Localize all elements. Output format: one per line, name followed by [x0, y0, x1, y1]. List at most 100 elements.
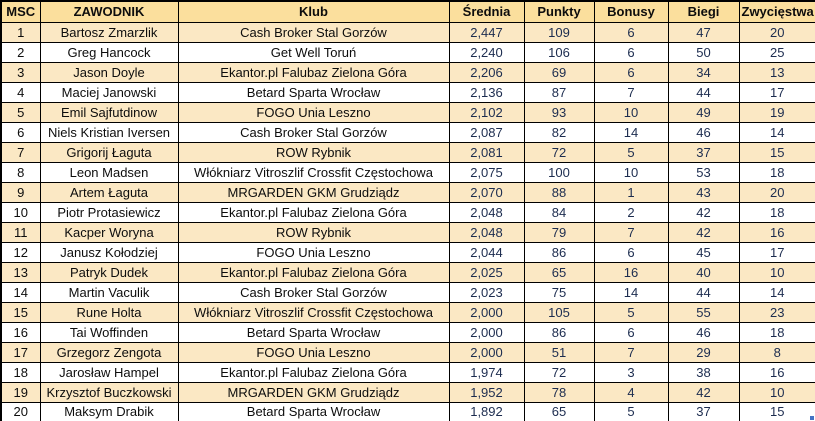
cell-punkty[interactable]: 109	[523, 21, 595, 43]
cell-msc[interactable]: 1	[0, 21, 41, 43]
cell-bonusy[interactable]: 7	[593, 221, 669, 243]
cell-msc[interactable]: 3	[0, 61, 41, 83]
cell-klub[interactable]: ROW Rybnik	[177, 221, 450, 243]
cell-klub[interactable]: Włókniarz Vitroszlif Crossfit Częstochow…	[177, 161, 450, 183]
cell-biegi[interactable]: 45	[667, 241, 740, 263]
cell-biegi[interactable]: 40	[667, 261, 740, 283]
cell-msc[interactable]: 10	[0, 201, 41, 223]
column-header-biegi[interactable]: Biegi	[667, 0, 740, 23]
cell-punkty[interactable]: 82	[523, 121, 595, 143]
cell-zawodnik[interactable]: Janusz Kołodziej	[39, 241, 179, 263]
cell-srednia[interactable]: 2,044	[448, 241, 525, 263]
cell-klub[interactable]: MRGARDEN GKM Grudziądz	[177, 381, 450, 403]
cell-biegi[interactable]: 42	[667, 381, 740, 403]
cell-msc[interactable]: 9	[0, 181, 41, 203]
cell-biegi[interactable]: 38	[667, 361, 740, 383]
cell-klub[interactable]: Cash Broker Stal Gorzów	[177, 121, 450, 143]
cell-klub[interactable]: Ekantor.pl Falubaz Zielona Góra	[177, 361, 450, 383]
cell-zawodnik[interactable]: Emil Sajfutdinow	[39, 101, 179, 123]
cell-srednia[interactable]: 2,000	[448, 301, 525, 323]
cell-srednia[interactable]: 2,048	[448, 221, 525, 243]
cell-zwyciestwa[interactable]: 19	[738, 101, 815, 123]
cell-zawodnik[interactable]: Martin Vaculik	[39, 281, 179, 303]
cell-punkty[interactable]: 100	[523, 161, 595, 183]
cell-zawodnik[interactable]: Grzegorz Zengota	[39, 341, 179, 363]
cell-biegi[interactable]: 55	[667, 301, 740, 323]
cell-zawodnik[interactable]: Niels Kristian Iversen	[39, 121, 179, 143]
cell-srednia[interactable]: 1,892	[448, 401, 525, 421]
cell-punkty[interactable]: 84	[523, 201, 595, 223]
cell-zwyciestwa[interactable]: 14	[738, 281, 815, 303]
cell-punkty[interactable]: 93	[523, 101, 595, 123]
cell-zwyciestwa[interactable]: 25	[738, 41, 815, 63]
cell-bonusy[interactable]: 6	[593, 241, 669, 263]
cell-msc[interactable]: 14	[0, 281, 41, 303]
cell-biegi[interactable]: 44	[667, 81, 740, 103]
cell-klub[interactable]: Cash Broker Stal Gorzów	[177, 21, 450, 43]
cell-biegi[interactable]: 29	[667, 341, 740, 363]
cell-klub[interactable]: FOGO Unia Leszno	[177, 341, 450, 363]
cell-bonusy[interactable]: 6	[593, 41, 669, 63]
cell-srednia[interactable]: 2,081	[448, 141, 525, 163]
cell-klub[interactable]: Get Well Toruń	[177, 41, 450, 63]
cell-srednia[interactable]: 2,240	[448, 41, 525, 63]
cell-zwyciestwa[interactable]: 20	[738, 181, 815, 203]
cell-msc[interactable]: 2	[0, 41, 41, 63]
cell-srednia[interactable]: 2,000	[448, 321, 525, 343]
column-header-zawodnik[interactable]: ZAWODNIK	[39, 0, 179, 23]
cell-srednia[interactable]: 2,070	[448, 181, 525, 203]
cell-bonusy[interactable]: 3	[593, 361, 669, 383]
cell-msc[interactable]: 13	[0, 261, 41, 283]
cell-msc[interactable]: 5	[0, 101, 41, 123]
cell-zwyciestwa[interactable]: 17	[738, 81, 815, 103]
cell-bonusy[interactable]: 7	[593, 341, 669, 363]
cell-bonusy[interactable]: 5	[593, 401, 669, 421]
cell-zwyciestwa[interactable]: 23	[738, 301, 815, 323]
cell-biegi[interactable]: 37	[667, 401, 740, 421]
cell-punkty[interactable]: 75	[523, 281, 595, 303]
cell-msc[interactable]: 4	[0, 81, 41, 103]
cell-biegi[interactable]: 34	[667, 61, 740, 83]
cell-bonusy[interactable]: 5	[593, 141, 669, 163]
cell-msc[interactable]: 12	[0, 241, 41, 263]
cell-bonusy[interactable]: 7	[593, 81, 669, 103]
cell-zawodnik[interactable]: Grigorij Łaguta	[39, 141, 179, 163]
cell-punkty[interactable]: 65	[523, 401, 595, 421]
cell-msc[interactable]: 6	[0, 121, 41, 143]
cell-zawodnik[interactable]: Krzysztof Buczkowski	[39, 381, 179, 403]
cell-bonusy[interactable]: 2	[593, 201, 669, 223]
cell-zwyciestwa[interactable]: 18	[738, 201, 815, 223]
cell-biegi[interactable]: 46	[667, 121, 740, 143]
cell-zwyciestwa[interactable]: 17	[738, 241, 815, 263]
cell-punkty[interactable]: 79	[523, 221, 595, 243]
cell-bonusy[interactable]: 5	[593, 301, 669, 323]
cell-biegi[interactable]: 47	[667, 21, 740, 43]
cell-srednia[interactable]: 2,048	[448, 201, 525, 223]
cell-msc[interactable]: 18	[0, 361, 41, 383]
cell-srednia[interactable]: 2,136	[448, 81, 525, 103]
cell-punkty[interactable]: 72	[523, 141, 595, 163]
cell-zwyciestwa[interactable]: 18	[738, 161, 815, 183]
cell-bonusy[interactable]: 10	[593, 161, 669, 183]
cell-msc[interactable]: 20	[0, 401, 41, 421]
cell-zwyciestwa[interactable]: 16	[738, 361, 815, 383]
cell-msc[interactable]: 15	[0, 301, 41, 323]
cell-biegi[interactable]: 50	[667, 41, 740, 63]
cell-klub[interactable]: Włókniarz Vitroszlif Crossfit Częstochow…	[177, 301, 450, 323]
column-header-zwyciestwa[interactable]: Zwycięstwa	[738, 0, 815, 23]
cell-zawodnik[interactable]: Tai Woffinden	[39, 321, 179, 343]
cell-msc[interactable]: 8	[0, 161, 41, 183]
cell-srednia[interactable]: 1,974	[448, 361, 525, 383]
cell-zwyciestwa[interactable]: 14	[738, 121, 815, 143]
cell-punkty[interactable]: 65	[523, 261, 595, 283]
cell-msc[interactable]: 16	[0, 321, 41, 343]
column-header-msc[interactable]: MSC	[0, 0, 41, 23]
cell-klub[interactable]: Betard Sparta Wrocław	[177, 321, 450, 343]
cell-zawodnik[interactable]: Jarosław Hampel	[39, 361, 179, 383]
cell-bonusy[interactable]: 1	[593, 181, 669, 203]
cell-bonusy[interactable]: 16	[593, 261, 669, 283]
cell-punkty[interactable]: 106	[523, 41, 595, 63]
cell-punkty[interactable]: 86	[523, 241, 595, 263]
cell-biegi[interactable]: 42	[667, 201, 740, 223]
cell-punkty[interactable]: 87	[523, 81, 595, 103]
